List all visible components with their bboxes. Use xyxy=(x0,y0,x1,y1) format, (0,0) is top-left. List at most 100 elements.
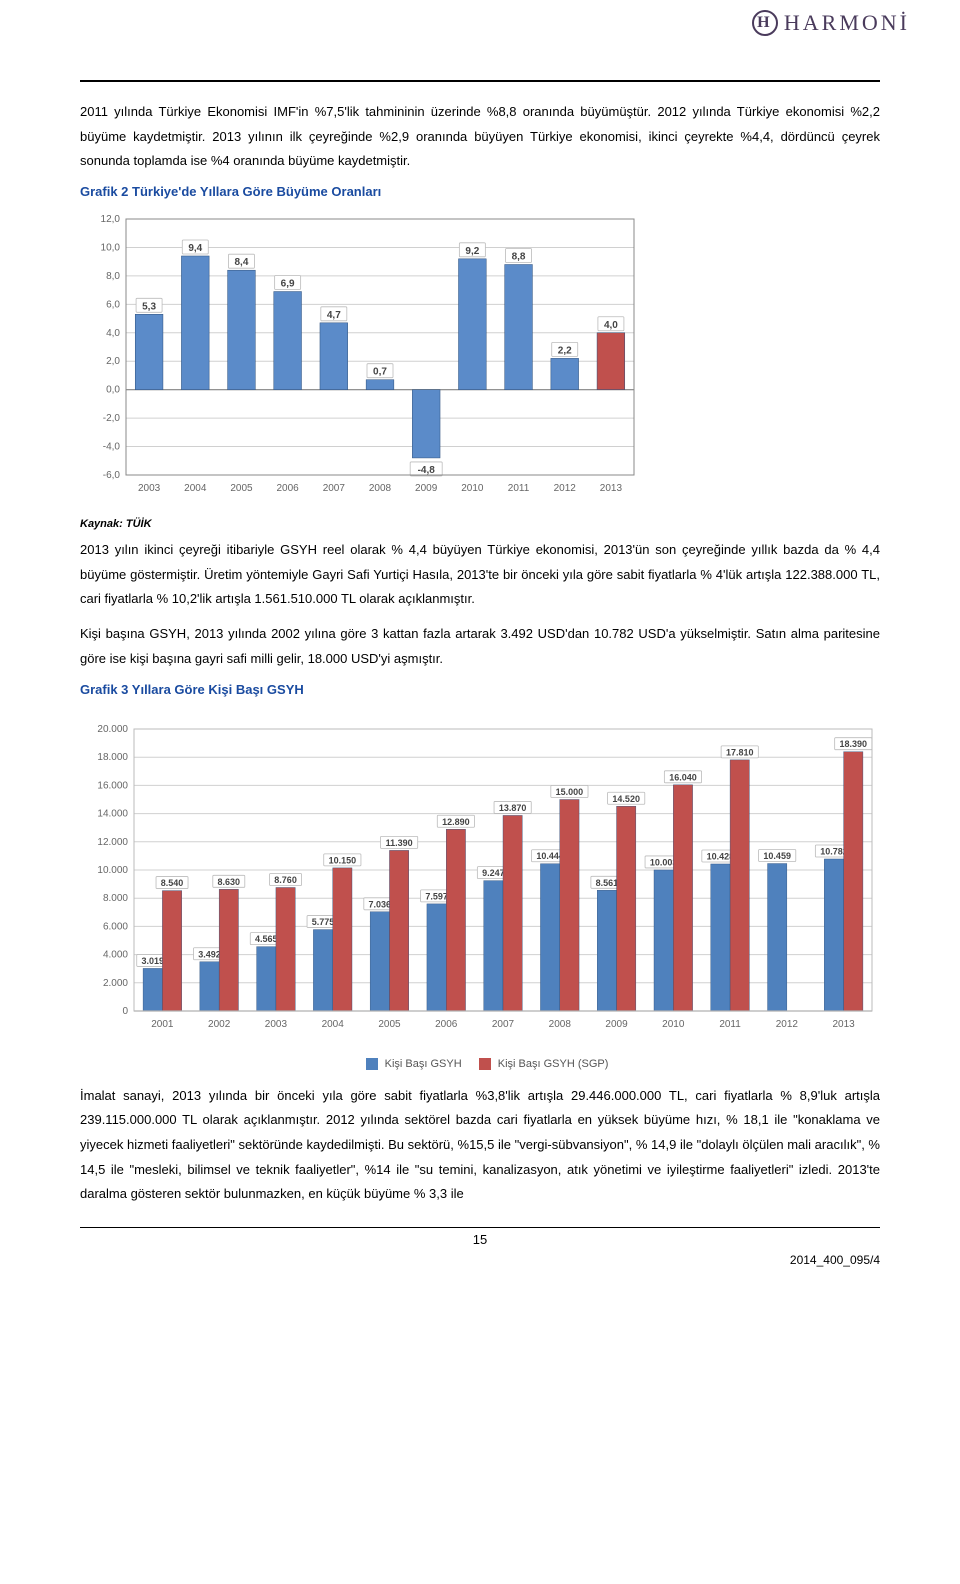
svg-text:2001: 2001 xyxy=(151,1019,174,1030)
svg-text:2004: 2004 xyxy=(184,483,207,494)
svg-text:2,2: 2,2 xyxy=(558,345,572,356)
svg-text:-6,0: -6,0 xyxy=(103,470,121,481)
legend-swatch-2 xyxy=(479,1058,491,1070)
svg-text:14.000: 14.000 xyxy=(97,808,128,819)
paragraph-1: 2011 yılında Türkiye Ekonomisi IMF'in %7… xyxy=(80,100,880,174)
paragraph-2: 2013 yılın ikinci çeyreği itibariyle GSY… xyxy=(80,538,880,612)
svg-text:2010: 2010 xyxy=(461,483,484,494)
svg-text:7.597: 7.597 xyxy=(425,891,448,901)
svg-text:6,0: 6,0 xyxy=(106,299,120,310)
svg-text:4,0: 4,0 xyxy=(106,328,120,339)
svg-text:3.492: 3.492 xyxy=(198,949,221,959)
footer-code: 2014_400_095/4 xyxy=(80,1253,880,1267)
paragraph-4: İmalat sanayi, 2013 yılında bir önceki y… xyxy=(80,1084,880,1207)
svg-text:2011: 2011 xyxy=(508,483,530,494)
svg-text:4,7: 4,7 xyxy=(327,310,341,321)
svg-text:2013: 2013 xyxy=(600,483,623,494)
svg-text:10.150: 10.150 xyxy=(329,855,357,865)
svg-text:17.810: 17.810 xyxy=(726,747,754,757)
svg-text:13.870: 13.870 xyxy=(499,802,527,812)
svg-text:2.000: 2.000 xyxy=(103,977,128,988)
svg-text:2003: 2003 xyxy=(138,483,161,494)
svg-text:8.000: 8.000 xyxy=(103,893,128,904)
chart2-svg: 0 2.000 4.000 6.000 8.000 10.000 12.000 14.000 1… xyxy=(84,707,884,1047)
chart2-legend: Kişi Başı GSYH Kişi Başı GSYH (SGP) xyxy=(84,1058,876,1070)
svg-text:4,0: 4,0 xyxy=(604,320,618,331)
chart2-title: Grafik 3 Yıllara Göre Kişi Başı GSYH xyxy=(80,682,880,697)
chart1-svg: -6,0 -4,0 -2,0 0,0 2,0 4,0 6,0 8,0 10,0 12,0 5,3 9,… xyxy=(84,209,644,499)
svg-text:8.540: 8.540 xyxy=(161,878,184,888)
svg-text:12,0: 12,0 xyxy=(101,214,121,225)
paragraph-3: Kişi başına GSYH, 2013 yılında 2002 yılı… xyxy=(80,622,880,671)
svg-text:9,4: 9,4 xyxy=(188,243,202,254)
svg-text:11.390: 11.390 xyxy=(386,837,413,847)
svg-text:-4,8: -4,8 xyxy=(418,465,436,476)
svg-text:2013: 2013 xyxy=(832,1019,855,1030)
svg-text:8,0: 8,0 xyxy=(106,271,120,282)
svg-text:8,8: 8,8 xyxy=(512,252,526,263)
svg-text:12.890: 12.890 xyxy=(442,816,470,826)
svg-text:0,7: 0,7 xyxy=(373,367,387,378)
svg-text:8.760: 8.760 xyxy=(274,874,297,884)
svg-text:2006: 2006 xyxy=(435,1019,458,1030)
legend-label-2: Kişi Başı GSYH (SGP) xyxy=(498,1058,609,1070)
svg-text:10.459: 10.459 xyxy=(763,851,791,861)
chart1-title: Grafik 2 Türkiye'de Yıllara Göre Büyüme … xyxy=(80,184,880,199)
svg-text:2004: 2004 xyxy=(322,1019,345,1030)
svg-text:15.000: 15.000 xyxy=(556,787,584,797)
svg-text:2002: 2002 xyxy=(208,1019,231,1030)
svg-text:8.630: 8.630 xyxy=(218,876,241,886)
svg-text:-4,0: -4,0 xyxy=(103,442,121,453)
brand-logo: H HARMONİ xyxy=(752,10,910,36)
header-rule xyxy=(80,80,880,82)
svg-text:2008: 2008 xyxy=(369,483,392,494)
svg-text:2012: 2012 xyxy=(776,1019,799,1030)
svg-text:12.000: 12.000 xyxy=(97,836,128,847)
svg-text:2011: 2011 xyxy=(719,1019,741,1030)
legend-swatch-1 xyxy=(366,1058,378,1070)
svg-text:2007: 2007 xyxy=(492,1019,515,1030)
svg-text:2006: 2006 xyxy=(277,483,300,494)
svg-text:-2,0: -2,0 xyxy=(103,413,121,424)
svg-text:18.000: 18.000 xyxy=(97,752,128,763)
svg-text:5,3: 5,3 xyxy=(142,301,156,312)
svg-text:2009: 2009 xyxy=(415,483,438,494)
svg-text:0,0: 0,0 xyxy=(106,385,120,396)
chart1-source: Kaynak: TÜİK xyxy=(80,518,880,530)
legend-label-1: Kişi Başı GSYH xyxy=(385,1058,462,1070)
svg-text:2008: 2008 xyxy=(549,1019,572,1030)
svg-text:16.040: 16.040 xyxy=(669,772,697,782)
svg-text:2003: 2003 xyxy=(265,1019,288,1030)
svg-text:2005: 2005 xyxy=(378,1019,401,1030)
svg-text:0: 0 xyxy=(122,1006,128,1017)
page-number: 15 xyxy=(80,1232,880,1247)
svg-text:9,2: 9,2 xyxy=(465,246,479,257)
brand-logo-text: HARMONİ xyxy=(784,10,910,36)
svg-text:2009: 2009 xyxy=(605,1019,628,1030)
svg-text:14.520: 14.520 xyxy=(612,793,640,803)
svg-text:8.561: 8.561 xyxy=(596,877,619,887)
svg-text:2005: 2005 xyxy=(230,483,253,494)
footer-rule xyxy=(80,1227,880,1228)
svg-text:10,0: 10,0 xyxy=(101,243,121,254)
svg-text:4.565: 4.565 xyxy=(255,934,278,944)
chart1-container: -6,0 -4,0 -2,0 0,0 2,0 4,0 6,0 8,0 10,0 12,0 5,3 9,… xyxy=(80,203,880,510)
chart2-container: 0 2.000 4.000 6.000 8.000 10.000 12.000 14.000 1… xyxy=(80,701,880,1076)
svg-text:16.000: 16.000 xyxy=(97,780,128,791)
svg-text:9.247: 9.247 xyxy=(482,868,505,878)
svg-text:18.390: 18.390 xyxy=(840,739,868,749)
svg-text:8,4: 8,4 xyxy=(235,257,249,268)
svg-text:20.000: 20.000 xyxy=(97,724,128,735)
svg-text:2007: 2007 xyxy=(323,483,346,494)
svg-text:2010: 2010 xyxy=(662,1019,685,1030)
svg-text:10.000: 10.000 xyxy=(97,865,128,876)
svg-text:4.000: 4.000 xyxy=(103,949,128,960)
svg-text:7.036: 7.036 xyxy=(369,899,392,909)
brand-logo-icon: H xyxy=(752,10,778,36)
svg-text:6,9: 6,9 xyxy=(281,279,295,290)
svg-text:2,0: 2,0 xyxy=(106,356,120,367)
svg-text:5.775: 5.775 xyxy=(312,917,335,927)
svg-text:2012: 2012 xyxy=(554,483,577,494)
svg-text:6.000: 6.000 xyxy=(103,921,128,932)
svg-text:3.019: 3.019 xyxy=(141,955,164,965)
